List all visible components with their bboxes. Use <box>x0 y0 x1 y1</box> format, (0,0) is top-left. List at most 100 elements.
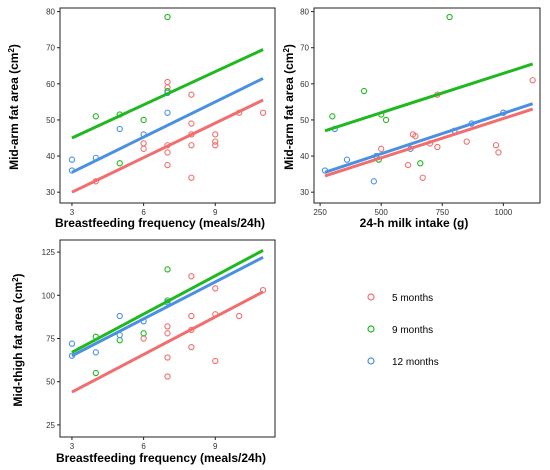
panel-a-point-12-months <box>116 125 123 133</box>
panel-a-point-5-months <box>188 142 195 149</box>
panel-c-frame <box>59 239 276 438</box>
panel-b-y-tick-label: 80 <box>300 8 309 17</box>
panel-b-y-tick-label: 60 <box>300 80 309 89</box>
panel-b-x-axis-label: 24-h milk intake (g) <box>360 216 469 230</box>
legend-item-9-months: 9 months <box>367 325 433 336</box>
panel-b-point-9-months <box>417 160 424 167</box>
panel-b-point-9-months <box>360 87 368 95</box>
panel-c-y-tick-label: 50 <box>46 378 55 387</box>
panel-b-point-5-months <box>404 161 412 169</box>
panel-a-point-9-months <box>164 13 171 21</box>
panel-a-point-5-months <box>212 138 219 145</box>
panel-a-y-tick-label: 70 <box>46 44 55 53</box>
panel-a-y-axis-label: Mid-arm fat area (cm2) <box>7 44 21 170</box>
panel-b-point-5-months <box>412 133 419 140</box>
panel-b-fit-line-12-months <box>324 102 534 174</box>
panel-b-point-5-months <box>434 143 441 151</box>
panel-c-point-12-months <box>68 340 76 347</box>
panel-b-x-tick-label: 250 <box>313 208 327 217</box>
panel-a-point-9-months <box>116 160 123 167</box>
panel-b-x-tick-label: 1000 <box>494 208 512 217</box>
panel-c-point-5-months <box>164 330 171 337</box>
panel-a-point-5-months <box>212 142 219 149</box>
panel-c-point-5-months <box>188 273 195 280</box>
legend-label-5-months: 5 months <box>392 293 433 304</box>
legend-marker-9-months <box>367 325 375 333</box>
panel-b-point-12-months <box>370 178 378 185</box>
panel-c-point-5-months <box>164 373 171 380</box>
panel-b-x-tick-label: 750 <box>436 208 450 217</box>
panel-a-point-5-months <box>188 120 195 127</box>
panel-a: 30 40 50 60 70 80 3 6 9 Breastfeeding frequency … <box>7 7 276 230</box>
panel-a-y-tick-label: 60 <box>46 80 55 89</box>
panel-c-x-axis-label: Breastfeeding frequency (meals/24h) <box>56 451 266 465</box>
panel-b-point-9-months <box>329 113 336 120</box>
panel-b-point-5-months <box>529 77 536 84</box>
panel-c-point-9-months <box>140 330 147 337</box>
panel-b-y-axis-label: Mid-arm fat area (cm2) <box>282 44 296 170</box>
panel-a-point-5-months <box>140 140 147 147</box>
panel-a-fit-line-5-months <box>71 98 264 194</box>
panel-c-point-5-months <box>212 285 219 292</box>
panel-b-y-tick-label: 40 <box>300 152 309 161</box>
panel-a-point-12-months <box>164 109 171 116</box>
panel-a-y-tick-label: 40 <box>46 152 55 161</box>
panel-c-plot: 25 50 75 100 125 3 6 9 <box>42 239 276 451</box>
panel-b-point-5-months <box>463 138 470 145</box>
panel-a-point-5-months <box>259 109 267 116</box>
panel-c-y-axis-label: Mid-thigh fat area (cm2) <box>11 273 25 406</box>
panel-b-frame <box>313 7 541 204</box>
panel-b-point-5-months <box>495 149 502 156</box>
panel-c-fit-line-5-months <box>71 290 264 394</box>
panel-a-point-5-months <box>164 149 171 156</box>
panel-c-fit-line-12-months <box>71 255 264 358</box>
panel-c-y-tick-label: 100 <box>42 291 56 300</box>
panel-c-y-tick-label: 25 <box>46 421 55 430</box>
panel-b-y-tick-label: 70 <box>300 44 309 53</box>
panel-c-fit-line-9-months <box>71 249 264 354</box>
panel-c-point-5-months <box>236 312 243 320</box>
legend-label-12-months: 12 months <box>392 357 439 368</box>
panel-b: 30 40 50 60 70 80 250 500 750 1000 24-h milk inta… <box>282 7 541 230</box>
panel-a-point-9-months <box>140 116 147 124</box>
panel-b-plot: 30 40 50 60 70 80 250 500 750 1000 <box>300 7 541 217</box>
panel-a-point-12-months <box>68 156 76 163</box>
panel-c-point-5-months <box>164 354 171 361</box>
panel-c-point-9-months <box>92 369 99 377</box>
legend: 5 months 9 months 12 months <box>367 293 439 368</box>
panel-a-point-5-months <box>188 91 195 98</box>
panel-a-x-tick-label: 6 <box>141 208 146 217</box>
panel-b-point-9-months <box>446 13 453 21</box>
panel-a-point-9-months <box>92 113 99 120</box>
panel-c-point-5-months <box>188 343 195 351</box>
panel-b-point-9-months <box>382 116 390 124</box>
panel-a-y-tick-label: 30 <box>46 188 55 197</box>
panel-c: 25 50 75 100 125 3 6 9 Breastfeeding frequency … <box>11 239 276 465</box>
panel-a-y-tick-label: 80 <box>46 8 55 17</box>
panel-a-plot: 30 40 50 60 70 80 3 6 9 <box>46 7 276 217</box>
panel-a-point-5-months <box>164 161 171 169</box>
panel-a-y-tick-label: 50 <box>46 116 55 125</box>
panel-b-point-5-months <box>419 174 426 181</box>
legend-item-12-months: 12 months <box>367 357 439 368</box>
panel-c-y-tick-label: 125 <box>42 248 56 257</box>
panel-c-point-9-months <box>164 266 171 273</box>
panel-c-y-tick-label: 75 <box>46 335 55 344</box>
panel-a-x-axis-label: Breastfeeding frequency (meals/24h) <box>55 216 265 230</box>
panel-b-fit-line-9-months <box>324 62 534 133</box>
panel-b-fit-line-5-months <box>324 107 534 178</box>
panel-c-point-5-months <box>164 323 171 330</box>
panel-a-point-5-months <box>188 174 195 181</box>
panel-a-fit-line-12-months <box>71 77 264 174</box>
panel-a-point-5-months <box>212 131 219 138</box>
panel-a-frame <box>59 7 276 204</box>
legend-marker-12-months <box>367 357 375 365</box>
legend-label-9-months: 9 months <box>392 325 433 336</box>
panel-c-x-tick-label: 3 <box>70 442 75 451</box>
panel-c-x-tick-label: 9 <box>213 442 218 451</box>
panel-c-point-5-months <box>188 312 195 320</box>
panel-b-point-12-months <box>343 156 351 163</box>
panel-b-point-5-months <box>378 145 385 152</box>
panel-c-x-tick-label: 6 <box>141 442 146 451</box>
panel-b-point-5-months <box>492 142 500 149</box>
